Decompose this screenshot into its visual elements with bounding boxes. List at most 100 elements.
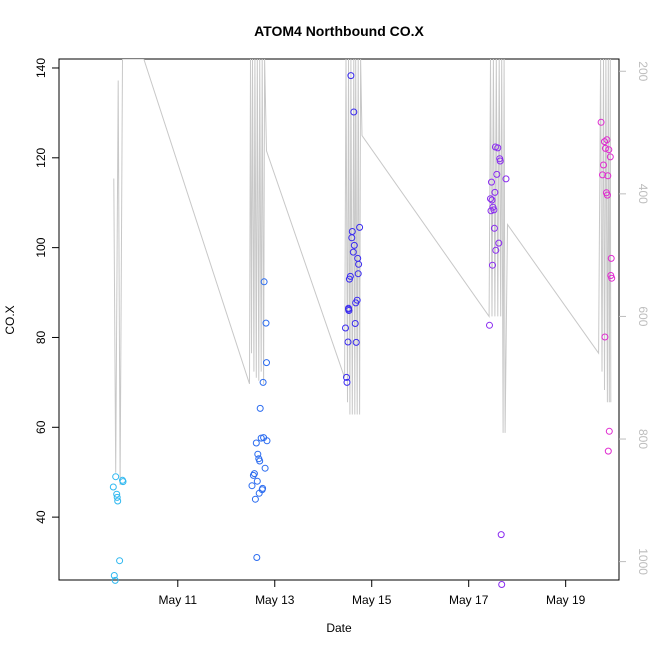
data-point [607,254,615,262]
y-tick-label: 120 [34,147,48,167]
data-point [604,447,612,455]
y-tick-label: 140 [34,58,48,78]
y-axis-right: 200 400 600 800 1000 [619,61,650,575]
data-point [253,554,261,561]
data-point [601,333,609,341]
data-point [110,572,118,579]
x-tick-label: May 19 [546,593,586,607]
data-point [350,108,358,116]
data-point [486,321,493,329]
data-point [342,324,349,332]
data-point [355,260,363,268]
y-tick-label: 60 [34,420,48,434]
points-layer [109,72,616,588]
data-point [496,157,504,165]
data-point [112,473,120,481]
data-point [259,378,267,386]
x-tick-label: May 13 [255,593,295,607]
data-point [356,223,364,231]
data-point [348,228,356,235]
data-point [252,439,260,447]
data-point [605,146,613,154]
data-point [494,144,502,152]
data-point [263,437,271,445]
data-point [256,404,264,412]
data-point [347,72,355,80]
data-point [495,239,503,247]
data-point [253,477,261,485]
y-tick-label: 80 [34,331,48,345]
data-point [497,531,505,539]
x-axis-label: Date [326,621,352,635]
data-point [263,359,270,367]
data-point [498,581,506,588]
data-point [248,482,256,490]
data-point [256,457,264,465]
data-point [490,206,498,214]
data-point [350,241,358,249]
chart-title: ATOM4 Northbound CO.X [254,23,424,39]
x-tick-label: May 15 [352,593,392,607]
data-point [260,278,268,286]
y-tick-label: 40 [34,510,48,524]
right-y-tick-label: 200 [636,61,650,81]
data-point [250,470,258,478]
data-point [343,373,350,381]
data-point [352,338,360,346]
data-point [488,178,495,186]
data-point [113,493,121,501]
data-point [254,450,262,458]
data-point [606,153,614,161]
data-point [259,484,267,492]
right-y-tick-label: 1000 [636,548,650,575]
data-point [114,497,122,505]
data-point [344,338,352,346]
data-point [354,270,362,278]
data-point [109,483,117,491]
data-point [111,576,119,584]
y-axis: 40 60 80 100 120 140 [34,58,59,524]
data-point [251,495,259,503]
data-point [116,557,124,565]
data-point [351,320,359,327]
pressure-line [113,59,612,486]
data-point [492,246,500,254]
data-point [487,207,495,215]
data-point [345,305,352,313]
plot-frame [58,58,620,581]
data-point [603,191,611,199]
data-point [603,136,611,144]
x-tick-label: May 17 [449,593,489,607]
data-point [605,427,613,435]
data-point [353,296,361,304]
pressure-layer [113,59,612,486]
data-point [601,144,609,152]
data-point [343,378,351,386]
data-point [608,274,616,282]
data-point [493,170,501,178]
data-point [113,490,121,498]
data-point [489,261,496,269]
data-point [502,175,510,183]
data-point [261,464,269,472]
data-point [597,118,605,126]
data-point [491,188,499,196]
y-tick-label: 100 [34,237,48,257]
data-point [349,248,357,256]
y-axis-label: CO.X [3,305,17,334]
data-point [599,171,606,179]
right-y-tick-label: 600 [636,306,650,326]
data-point [262,319,270,327]
data-point [490,224,498,232]
data-point [600,161,607,169]
x-tick-label: May 11 [159,593,198,607]
data-point [255,489,263,497]
data-point [488,196,496,204]
right-y-tick-label: 400 [636,184,650,204]
data-point [604,172,612,180]
right-y-tick-label: 800 [636,429,650,449]
data-point [487,195,494,203]
data-point [346,272,354,280]
x-axis: May 11 May 13 May 15 May 17 May 19 [159,580,586,607]
